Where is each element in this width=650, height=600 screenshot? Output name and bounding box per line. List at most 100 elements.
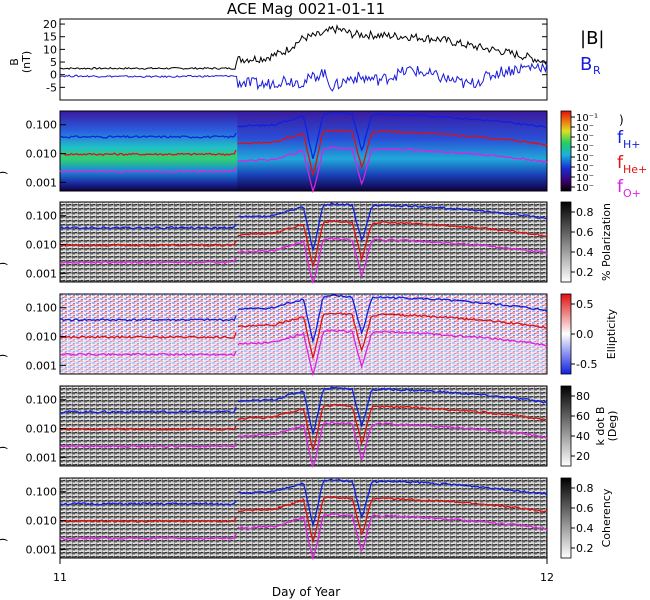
b-series xyxy=(59,24,548,92)
x-axis-ticks: 11 12 xyxy=(53,558,554,584)
ellipticity-fO-line-0 xyxy=(59,350,237,357)
legend-b-radial: B xyxy=(580,54,592,75)
x-axis-label: Day of Year xyxy=(272,585,340,599)
colorbar-coherency-label: Coherency xyxy=(600,488,613,547)
legend-b-radial-sub: R xyxy=(593,64,601,77)
power-label-fragment: ) xyxy=(619,113,624,127)
polarization-ytick-label: 0.010 xyxy=(26,239,58,252)
ellipticity-ylabel-fragment: ) xyxy=(0,354,9,358)
legend-fO-sub: O+ xyxy=(623,187,641,200)
power-spectrum-cb-tick-label: 10⁻¹ xyxy=(576,113,598,124)
coherency-fHe-line-1 xyxy=(237,496,548,544)
colorbar-ellipticity: 0.5 0.0 -0.5 Ellipticity xyxy=(560,293,618,375)
k-dot-b-fO-line-1 xyxy=(237,421,548,468)
k-dot-b-fHe-line-1 xyxy=(237,403,548,452)
colorbar-ellipticity-ticks: 0.5 0.0 -0.5 xyxy=(571,298,597,371)
b-ytick-label: 0 xyxy=(50,69,57,82)
colorbar-kdotb-label: k dot B xyxy=(594,407,607,446)
b-ytick-label: 20 xyxy=(43,18,57,31)
panel-k-dot-b: 0.100 0.010 0.001) xyxy=(0,385,548,468)
coherency-fO-line-1 xyxy=(237,513,548,561)
k-dot-b-fO-line-0 xyxy=(59,442,237,449)
k-dot-b-fHe-line-0 xyxy=(59,425,237,431)
legend-fHe-main: f xyxy=(617,153,624,173)
power-spectrum-fHe-line-1 xyxy=(237,129,548,176)
coherency-fHe-line-0 xyxy=(59,517,237,523)
polarization-ytick-label: 0.100 xyxy=(26,210,58,223)
x-tick-label: 12 xyxy=(540,571,554,584)
power-spectrum-cb-tick-label: 10⁻ xyxy=(576,163,594,174)
coherency-cb-tick-label: 0.6 xyxy=(576,502,594,515)
ellipticity-ytick-label: 0.010 xyxy=(26,331,58,344)
coherency-cb-tick-label: 0.8 xyxy=(576,482,594,495)
coherency-ytick-label: 0.100 xyxy=(26,486,58,499)
power-spectrum-cb-tick-label: 10⁻ xyxy=(576,143,594,154)
polarization-fH-line-1 xyxy=(237,202,548,252)
power-spectrum-frame xyxy=(59,110,548,192)
b-ytick-label: 15 xyxy=(43,31,57,44)
k-dot-b-ytick-label: 0.010 xyxy=(26,423,58,436)
spectral-legend: fH+ fHe+ fO+ xyxy=(617,128,647,200)
polarization-frame xyxy=(59,201,548,283)
ellipticity-fH-line-0 xyxy=(59,315,237,322)
power-spectrum-ylabel-fragment: ) xyxy=(0,171,9,175)
power-spectrum-fH-line-0 xyxy=(59,132,237,139)
k-dot-b-cb-tick-label: 60 xyxy=(576,410,590,423)
coherency-ylabel-fragment: ) xyxy=(0,538,9,542)
power-spectrum-fO-line-0 xyxy=(59,166,237,174)
ellipticity-cb-tick-label: 0.0 xyxy=(576,328,594,341)
coherency-fH-line-0 xyxy=(59,500,237,506)
power-spectrum-ytick-label: 0.001 xyxy=(26,176,58,189)
power-spectrum-heatmap-right xyxy=(237,111,547,191)
polarization-fO-line-0 xyxy=(59,257,237,265)
polarization-fH-line-0 xyxy=(59,223,237,230)
coherency-frame xyxy=(59,477,548,559)
coherency-ytick-label: 0.010 xyxy=(26,515,58,528)
legend-fH-main: f xyxy=(617,128,624,148)
spectral-panels: 0.100 0.010 0.001) 0.100 0.010 0.001) 0.100 0.0… xyxy=(0,110,548,561)
panel-ellipticity: 0.100 0.010 0.001) xyxy=(0,293,548,377)
power-spectrum-fH-line-1 xyxy=(237,111,548,159)
ellipticity-fHe-line-1 xyxy=(237,312,548,361)
polarization-cb-tick-label: 0.6 xyxy=(576,226,594,239)
k-dot-b-cb-tick-label: 20 xyxy=(576,450,590,463)
k-dot-b-cb-tick-label: 40 xyxy=(576,430,590,443)
polarization-ytick-label: 0.001 xyxy=(26,267,58,280)
b-ytick-label: -5 xyxy=(46,81,57,94)
ellipticity-ytick-label: 0.001 xyxy=(26,359,58,372)
colorbar-power-ticks: 10⁻¹10⁻10⁻10⁻10⁻10⁻10⁻10⁻ xyxy=(571,113,598,194)
polarization-cb-tick-label: 0.8 xyxy=(576,206,594,219)
power-spectrum-fHe-line-0 xyxy=(59,149,237,156)
polarization-fHe-line-1 xyxy=(237,219,548,269)
colorbar-kdotb-bar xyxy=(560,385,572,467)
colorbar-power-bar xyxy=(560,110,572,192)
colorbar-ellipticity-label: Ellipticity xyxy=(605,308,618,359)
x-tick-label: 11 xyxy=(53,571,67,584)
k-dot-b-ytick-label: 0.001 xyxy=(26,451,58,464)
polarization-fO-line-1 xyxy=(237,237,548,284)
k-dot-b-cb-tick-label: 80 xyxy=(576,390,590,403)
ellipticity-cb-tick-label: 0.5 xyxy=(576,298,594,311)
coherency-ytick-label: 0.001 xyxy=(26,543,58,556)
legend-b-magnitude: |B| xyxy=(580,28,604,49)
legend-fO-main: f xyxy=(617,177,624,197)
power-spectrum-cb-tick-label: 10⁻ xyxy=(576,173,594,184)
colorbar-coherency-bar xyxy=(560,477,572,559)
ellipticity-fO-line-1 xyxy=(237,329,548,377)
b-ylabel: B xyxy=(8,58,21,66)
b-series-line-0 xyxy=(59,24,548,70)
power-spectrum-cb-tick-label: 10⁻ xyxy=(576,153,594,164)
panel-polarization: 0.100 0.010 0.001) xyxy=(0,201,548,284)
k-dot-b-fH-line-0 xyxy=(59,406,237,414)
colorbar-kdotb-unit: (Deg) xyxy=(606,411,619,442)
polarization-cb-tick-label: 0.2 xyxy=(576,266,594,279)
b-ylabel-unit: (nT) xyxy=(20,51,33,73)
panel-coherency: 0.100 0.010 0.001) xyxy=(0,477,548,561)
panel-power-spectrum: 0.100 0.010 0.001) xyxy=(0,110,548,194)
polarization-fHe-line-0 xyxy=(59,240,237,247)
chart-title: ACE Mag 0021-01-11 xyxy=(227,0,385,18)
power-spectrum-fO-line-1 xyxy=(237,146,548,194)
ellipticity-fHe-line-0 xyxy=(59,332,237,339)
colorbar-kdotb: 80 60 40 20 k dot B (Deg) xyxy=(560,385,619,467)
